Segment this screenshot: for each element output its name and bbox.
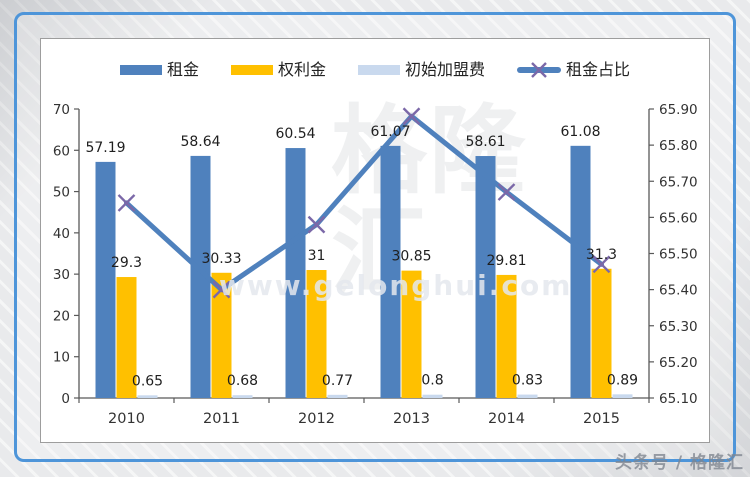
bar-rent-2010: [95, 161, 116, 398]
data-label-royalty-2014: 29.81: [486, 253, 526, 269]
rent-ratio-marker-2010: [117, 194, 136, 212]
rent-ratio-marker-2014: [497, 183, 516, 201]
bar-initial-franchise-fee-2014: [517, 394, 538, 398]
bar-royalty-2010: [116, 277, 137, 398]
data-label-rent-2013: 61.07: [370, 124, 410, 140]
legend-swatch-royalty: [230, 65, 273, 75]
bar-initial-franchise-fee-2011: [232, 395, 253, 398]
data-label-initial-franchise-fee-2011: 0.68: [227, 373, 258, 389]
data-label-royalty-2012: 31: [308, 248, 326, 264]
bar-initial-franchise-fee-2013: [422, 394, 443, 398]
right-axis-tick-label: 65.30: [659, 319, 698, 335]
data-label-royalty-2013: 30.85: [391, 249, 431, 265]
right-axis-tick-label: 65.50: [659, 247, 698, 263]
legend-swatch-rent: [119, 65, 162, 75]
right-axis-tick-label: 65.40: [659, 283, 698, 299]
rent-ratio-marker-2013: [402, 107, 421, 126]
x-tick-label-2015: 2015: [583, 411, 620, 427]
data-label-rent-2011: 58.64: [180, 134, 220, 150]
legend-label-rent-ratio: 租金占比: [566, 60, 631, 79]
right-axis-tick-label: 65.90: [659, 102, 698, 118]
rent-ratio-marker-2012: [307, 215, 326, 234]
data-label-royalty-2015: 31.3: [586, 247, 617, 263]
legend-item-initial-franchise-fee: 初始加盟费: [358, 62, 485, 78]
bar-rent-2012: [285, 148, 306, 398]
bar-royalty-2012: [306, 270, 327, 398]
left-axis-tick-label: 30: [53, 267, 70, 283]
x-tick-label-2011: 2011: [203, 411, 240, 427]
legend-label-rent: 租金: [166, 60, 199, 79]
bar-rent-2015: [570, 145, 591, 398]
data-label-initial-franchise-fee-2014: 0.83: [512, 373, 543, 389]
legend-item-rent: 租金: [119, 60, 199, 79]
chart-panel: 格隆汇 0 10 20 30 40 50 60 70 65.10 65.20 65.30 65.40 6…: [40, 38, 710, 443]
right-axis-tick-label: 65.20: [659, 355, 698, 371]
x-tick-label-2014: 2014: [488, 411, 525, 427]
left-axis-tick-label: 70: [53, 102, 70, 118]
right-axis-tick-label: 65.70: [659, 174, 698, 190]
legend-swatch-initial-franchise-fee: [358, 65, 400, 75]
bar-initial-franchise-fee-2010: [137, 395, 158, 398]
data-label-rent-2014: 58.61: [465, 134, 505, 150]
x-tick-label-2010: 2010: [108, 411, 145, 427]
legend-item-royalty: 权利金: [230, 60, 326, 79]
right-axis-tick-label: 65.60: [659, 210, 698, 226]
left-axis-tick-label: 50: [53, 185, 70, 201]
data-label-royalty-2011: 30.33: [201, 251, 241, 267]
data-label-initial-franchise-fee-2010: 0.65: [132, 373, 163, 389]
rent-ratio-marker-2011: [212, 280, 231, 299]
bar-rent-2013: [380, 145, 401, 398]
right-axis-tick-label: 65.10: [659, 391, 698, 407]
legend-label-royalty: 权利金: [277, 60, 326, 79]
bar-royalty-2015: [591, 268, 612, 398]
right-axis-tick-label: 65.80: [659, 138, 698, 154]
left-axis-tick-label: 0: [61, 391, 70, 407]
legend: 租金 权利金 初始加盟费 租金占比: [41, 57, 709, 83]
x-tick-label-2012: 2012: [298, 411, 335, 427]
bar-rent-2011: [190, 155, 211, 398]
x-tick-label-2013: 2013: [393, 411, 430, 427]
left-axis-tick-label: 20: [53, 308, 70, 324]
rent-ratio-line: [124, 113, 604, 293]
rent-ratio-marker-2015: [592, 255, 611, 274]
footer-credit: 头条号 / 格隆汇: [614, 453, 744, 473]
data-label-initial-franchise-fee-2012: 0.77: [322, 373, 353, 389]
left-axis-tick-label: 60: [53, 143, 70, 159]
bar-royalty-2014: [496, 274, 517, 398]
data-label-rent-2015: 61.08: [560, 124, 600, 140]
legend-label-initial-franchise-fee: 初始加盟费: [405, 60, 486, 79]
data-label-rent-2010: 57.19: [85, 140, 125, 156]
data-label-initial-franchise-fee-2015: 0.89: [607, 372, 638, 388]
data-label-rent-2012: 60.54: [275, 126, 315, 142]
bar-rent-2014: [475, 156, 496, 398]
data-label-royalty-2010: 29.3: [111, 255, 142, 271]
bar-royalty-2011: [211, 272, 232, 398]
bar-initial-franchise-fee-2015: [612, 394, 633, 398]
left-axis-tick-label: 10: [53, 350, 70, 366]
legend-item-rent-ratio: 租金占比: [517, 62, 630, 78]
bar-royalty-2013: [401, 270, 422, 398]
bar-initial-franchise-fee-2012: [327, 394, 348, 398]
legend-line-swatch-rent-ratio: [517, 62, 562, 78]
combo-chart: 0 10 20 30 40 50 60 70 65.10 65.20 65.30 65.40 65.50…: [53, 102, 698, 427]
left-axis-tick-label: 40: [53, 226, 70, 242]
data-label-initial-franchise-fee-2013: 0.8: [421, 373, 443, 389]
